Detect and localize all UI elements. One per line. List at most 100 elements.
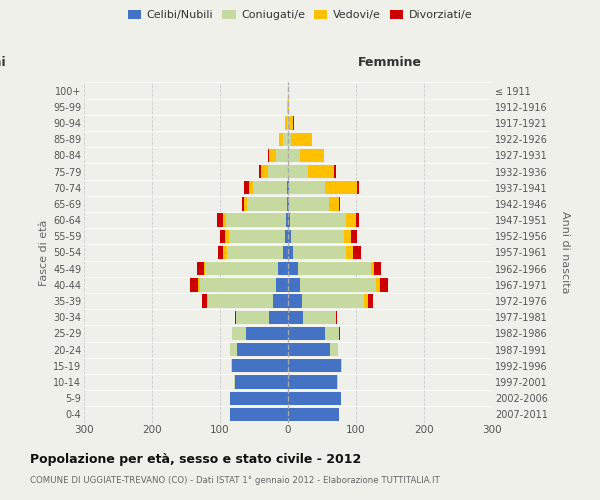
Bar (287, 198, 288, 210)
Bar (329, 198, 339, 210)
Bar (288, 262, 298, 276)
Legend: Celibi/Nubili, Coniugati/e, Vedovi/e, Divorziati/e: Celibi/Nubili, Coniugati/e, Vedovi/e, Di… (124, 6, 476, 25)
Bar (269, 310, 288, 324)
Bar (308, 165, 334, 178)
Bar (259, 165, 261, 178)
Bar (269, 148, 276, 162)
Bar (368, 294, 373, 308)
Bar (288, 310, 303, 324)
Text: Femmine: Femmine (358, 56, 422, 69)
Bar (217, 214, 223, 227)
Bar (197, 262, 203, 276)
Bar (288, 359, 341, 372)
Bar (283, 246, 288, 259)
Bar (288, 214, 290, 227)
Bar (341, 359, 343, 372)
Bar (286, 214, 288, 227)
Bar (220, 230, 226, 243)
Bar (287, 116, 288, 130)
Bar (371, 262, 374, 276)
Bar (353, 246, 361, 259)
Bar (325, 181, 358, 194)
Bar (205, 262, 278, 276)
Bar (276, 278, 288, 291)
Bar (203, 262, 205, 276)
Bar (244, 181, 249, 194)
Bar (292, 230, 344, 243)
Bar (288, 246, 293, 259)
Bar (231, 359, 232, 372)
Bar (293, 246, 346, 259)
Y-axis label: Anni di nascita: Anni di nascita (560, 211, 570, 294)
Bar (288, 132, 292, 146)
Bar (232, 359, 288, 372)
Bar (283, 132, 288, 146)
Bar (289, 181, 325, 194)
Bar (302, 294, 364, 308)
Bar (229, 230, 284, 243)
Bar (288, 198, 289, 210)
Bar (290, 214, 346, 227)
Bar (288, 294, 302, 308)
Bar (325, 327, 339, 340)
Bar (356, 214, 359, 227)
Bar (285, 116, 287, 130)
Bar (246, 327, 288, 340)
Bar (298, 262, 371, 276)
Bar (268, 148, 269, 162)
Bar (300, 278, 376, 291)
Bar (287, 100, 288, 114)
Bar (233, 376, 235, 388)
Bar (273, 294, 288, 308)
Bar (235, 376, 288, 388)
Bar (244, 198, 247, 210)
Bar (237, 343, 288, 356)
Bar (303, 310, 335, 324)
Bar (288, 100, 289, 114)
Bar (279, 132, 283, 146)
Bar (288, 408, 339, 421)
Bar (226, 230, 229, 243)
Bar (300, 148, 324, 162)
Bar (337, 376, 338, 388)
Bar (261, 165, 268, 178)
Bar (236, 310, 269, 324)
Bar (289, 116, 293, 130)
Bar (288, 116, 289, 130)
Bar (288, 148, 300, 162)
Bar (288, 343, 330, 356)
Bar (288, 181, 289, 194)
Bar (288, 327, 325, 340)
Bar (230, 343, 237, 356)
Bar (339, 198, 340, 210)
Bar (202, 294, 207, 308)
Bar (288, 278, 300, 291)
Bar (289, 198, 329, 210)
Bar (292, 132, 312, 146)
Bar (287, 181, 288, 194)
Bar (288, 392, 341, 405)
Bar (339, 327, 340, 340)
Bar (227, 246, 283, 259)
Bar (335, 310, 337, 324)
Bar (218, 246, 223, 259)
Bar (293, 116, 294, 130)
Bar (380, 278, 388, 291)
Bar (346, 246, 353, 259)
Bar (288, 376, 337, 388)
Bar (284, 230, 288, 243)
Bar (351, 230, 356, 243)
Bar (207, 294, 208, 308)
Bar (288, 230, 292, 243)
Bar (358, 181, 359, 194)
Bar (190, 278, 198, 291)
Bar (278, 262, 288, 276)
Bar (249, 181, 253, 194)
Bar (253, 181, 287, 194)
Bar (198, 278, 200, 291)
Y-axis label: Fasce di età: Fasce di età (38, 220, 49, 286)
Bar (208, 294, 273, 308)
Bar (276, 148, 288, 162)
Bar (226, 214, 286, 227)
Bar (230, 408, 288, 421)
